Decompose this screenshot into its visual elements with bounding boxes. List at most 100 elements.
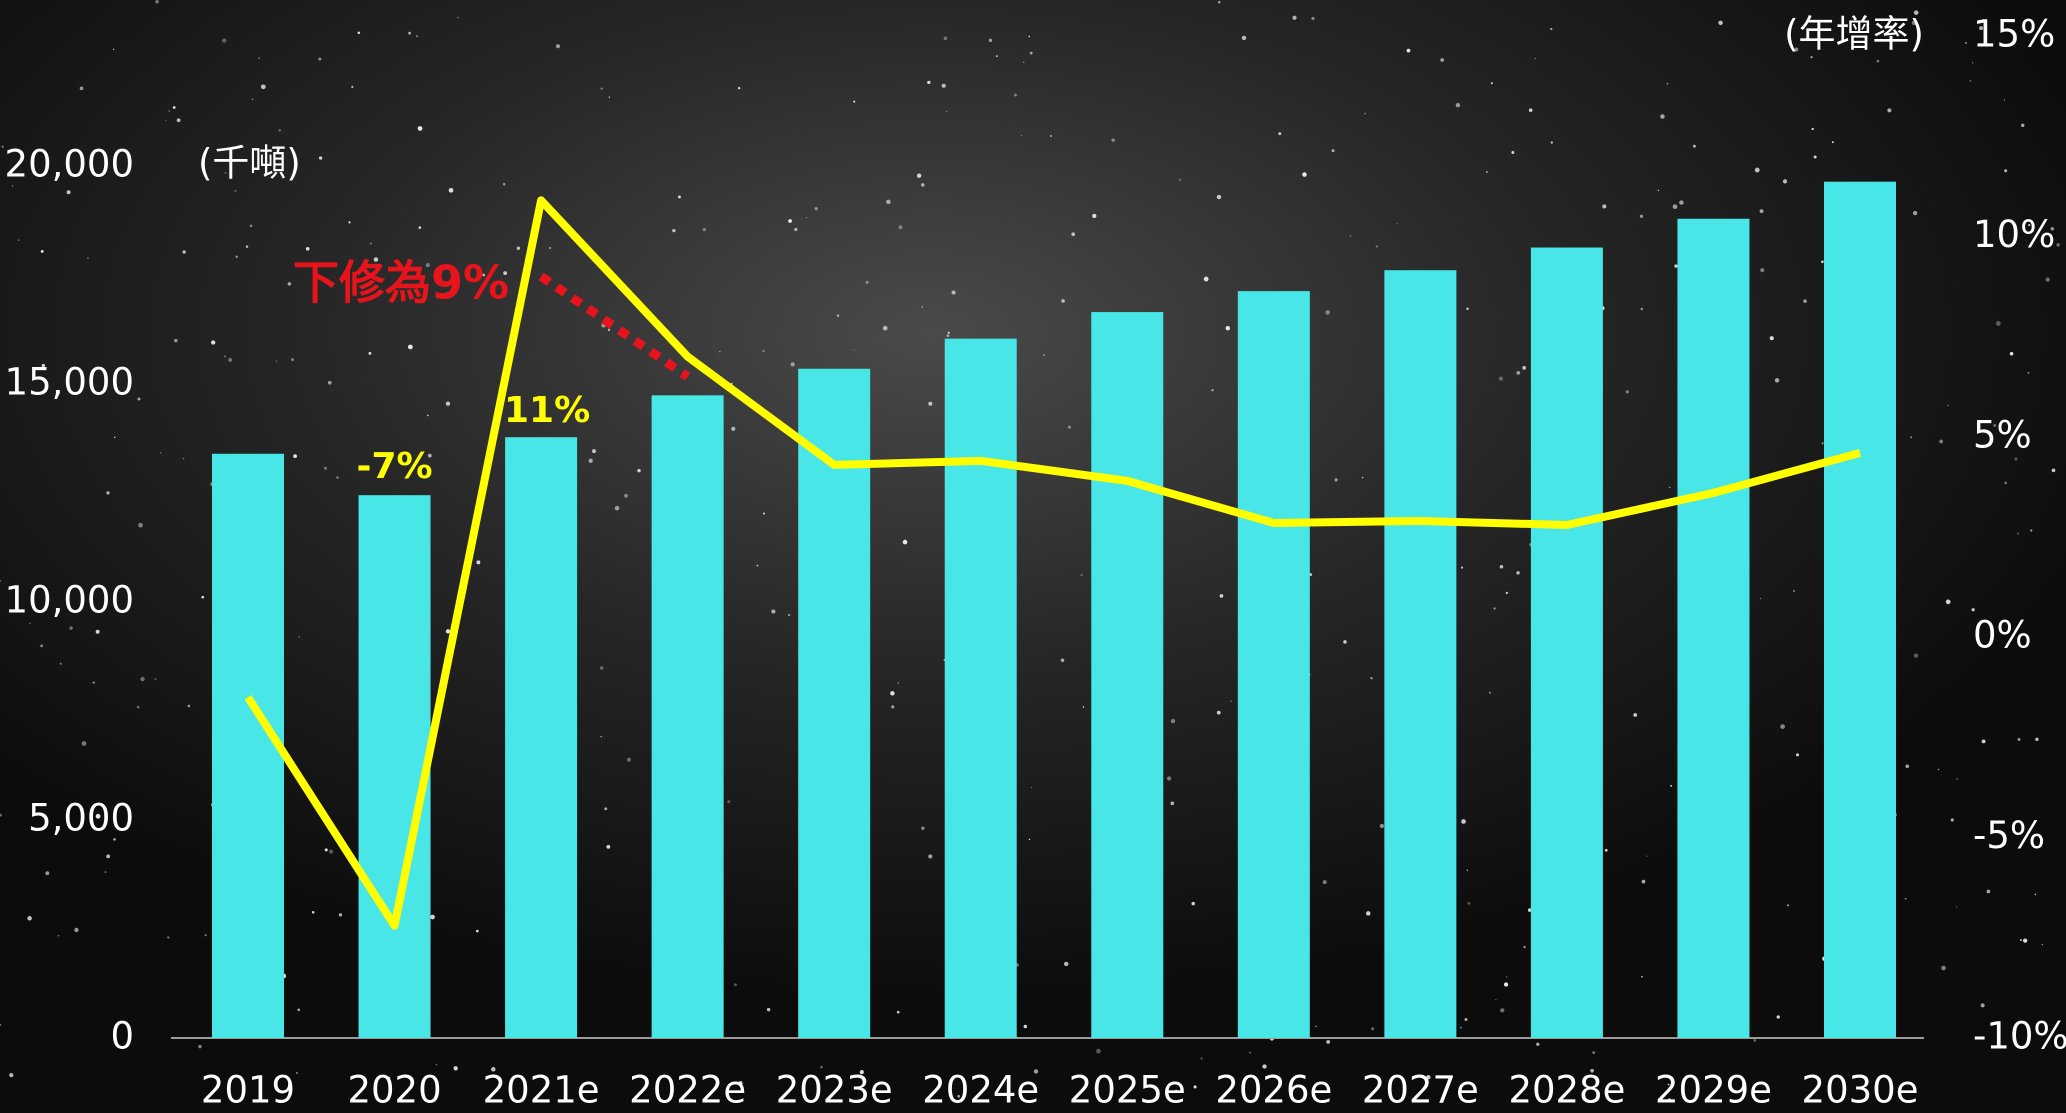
star — [311, 911, 315, 914]
star — [1375, 245, 1378, 248]
star — [373, 257, 379, 262]
star — [86, 257, 89, 259]
star — [1667, 1098, 1672, 1102]
star — [1516, 571, 1520, 575]
star — [1292, 15, 1297, 20]
data-label: -7% — [357, 446, 433, 487]
star — [995, 55, 998, 58]
y2-tick-label: 10% — [1973, 213, 2055, 256]
star — [2035, 737, 2039, 741]
star — [1776, 1015, 1780, 1019]
star — [0, 580, 1, 582]
star — [788, 219, 792, 223]
star — [2034, 893, 2037, 896]
star — [1831, 141, 1834, 144]
bar — [944, 338, 1017, 1038]
star — [140, 676, 145, 682]
star — [1455, 102, 1461, 108]
star — [1175, 1089, 1177, 1092]
star — [482, 273, 486, 277]
star — [318, 57, 322, 61]
star — [2003, 99, 2006, 101]
star — [275, 360, 278, 362]
star — [278, 128, 282, 132]
star — [1096, 1048, 1101, 1054]
star — [2019, 939, 2022, 941]
x-tick-label: 2030e — [1802, 1069, 1919, 1112]
star — [27, 916, 32, 921]
bar — [798, 368, 871, 1038]
star — [1505, 591, 1509, 595]
star — [1493, 607, 1496, 610]
star — [890, 691, 895, 696]
star — [57, 934, 60, 937]
star — [1193, 1085, 1197, 1089]
star — [1060, 658, 1065, 663]
star — [1947, 404, 1949, 406]
star — [1191, 901, 1195, 906]
star — [1795, 753, 1799, 757]
star — [1211, 389, 1214, 392]
star — [182, 457, 185, 460]
star — [1, 145, 5, 149]
star — [435, 1063, 438, 1066]
star — [988, 38, 993, 43]
star — [1965, 42, 1967, 44]
star — [1178, 178, 1181, 181]
star — [387, 1076, 391, 1080]
star — [1495, 999, 1497, 1001]
star — [1216, 710, 1221, 715]
star — [1334, 478, 1338, 482]
star — [408, 31, 412, 35]
star — [1505, 976, 1508, 978]
star — [943, 36, 948, 41]
star — [1061, 299, 1065, 303]
star — [457, 16, 459, 19]
star — [245, 245, 249, 248]
bar — [1091, 312, 1164, 1038]
star — [1787, 904, 1790, 907]
star — [1956, 778, 1959, 780]
star — [1979, 26, 1984, 31]
star — [1050, 134, 1053, 137]
star — [201, 595, 205, 599]
star — [2050, 226, 2055, 231]
y-tick-label: 0 — [110, 1015, 134, 1058]
star — [59, 662, 62, 665]
star — [1793, 590, 1795, 592]
star — [897, 682, 899, 684]
star — [882, 325, 888, 331]
star — [1364, 112, 1367, 115]
star — [223, 355, 227, 358]
star — [426, 414, 429, 417]
star — [1464, 1017, 1468, 1021]
star — [604, 807, 608, 811]
y-tick-label: 20,000 — [5, 143, 134, 186]
star — [626, 757, 631, 762]
bar — [358, 495, 431, 1038]
bar — [1530, 247, 1603, 1039]
star — [74, 927, 79, 933]
star — [1029, 51, 1033, 55]
star — [766, 1007, 771, 1012]
star — [771, 609, 776, 614]
star — [1033, 1069, 1039, 1074]
star — [1486, 171, 1488, 173]
star — [1396, 223, 1398, 225]
star — [357, 31, 361, 35]
star — [407, 267, 411, 271]
star — [29, 622, 31, 624]
star — [1028, 35, 1031, 38]
star — [2045, 277, 2050, 282]
star — [445, 292, 448, 295]
star — [756, 564, 759, 567]
star — [1466, 869, 1469, 872]
star — [249, 224, 253, 228]
star — [1754, 167, 1760, 173]
star — [896, 1010, 900, 1014]
star — [1955, 906, 1958, 908]
star — [1461, 819, 1466, 824]
star — [2017, 738, 2021, 741]
y2-unit-label: (年增率) — [1784, 13, 1924, 56]
